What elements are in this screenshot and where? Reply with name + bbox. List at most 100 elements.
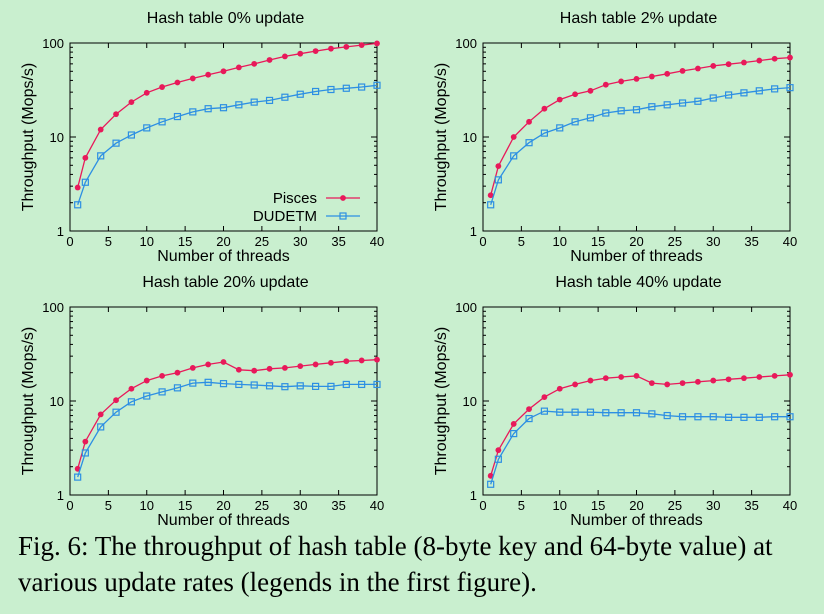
- data-point-dudetm: [571, 118, 579, 126]
- x-tick-label: 15: [178, 234, 192, 249]
- x-tick-label: 30: [706, 234, 720, 249]
- x-tick-label: 15: [591, 498, 605, 513]
- data-point-pisces: [220, 359, 227, 365]
- x-tick-label: 15: [178, 498, 192, 513]
- data-point-dudetm: [540, 407, 549, 415]
- data-point-dudetm: [219, 104, 228, 112]
- data-point-dudetm: [678, 413, 687, 421]
- y-axis-label: Throughput (Mops/s): [20, 63, 37, 212]
- x-tick-label: 40: [783, 234, 797, 249]
- series-line-pisces: [77, 42, 378, 188]
- data-point-dudetm: [709, 413, 717, 421]
- x-tick-label: 20: [629, 234, 643, 249]
- data-point-dudetm: [97, 152, 105, 160]
- y-tick-label: 1: [470, 224, 477, 239]
- data-point-pisces: [572, 91, 578, 98]
- data-point-pisces: [97, 411, 104, 418]
- data-point-pisces: [128, 385, 135, 392]
- data-point-pisces: [159, 372, 166, 379]
- data-point-pisces: [495, 447, 502, 454]
- data-point-pisces: [602, 81, 609, 88]
- data-point-dudetm: [617, 409, 625, 417]
- y-tick-label: 100: [455, 36, 477, 51]
- panel-title: Hash table 20% update: [142, 274, 308, 291]
- plot-frame: [482, 306, 791, 496]
- y-tick-label: 1: [57, 488, 64, 503]
- data-point-pisces: [82, 154, 89, 161]
- data-point-dudetm: [525, 414, 533, 423]
- x-tick-label: 0: [66, 498, 73, 513]
- data-point-pisces: [633, 76, 640, 82]
- x-tick-label: 20: [216, 234, 230, 249]
- data-point-dudetm: [327, 382, 335, 390]
- data-point-dudetm: [112, 139, 120, 147]
- data-point-dudetm: [724, 91, 733, 99]
- data-point-pisces: [282, 364, 288, 371]
- x-axis-label: Number of threads: [570, 248, 703, 265]
- data-point-pisces: [266, 365, 273, 372]
- data-point-dudetm: [312, 382, 320, 390]
- x-tick-label: 35: [744, 498, 758, 513]
- x-axis-label: Number of threads: [157, 248, 290, 265]
- x-tick-label: 0: [66, 234, 73, 249]
- x-tick-label: 30: [293, 498, 307, 513]
- data-point-pisces: [572, 381, 578, 388]
- x-tick-label: 5: [105, 234, 112, 249]
- data-point-dudetm: [189, 108, 197, 116]
- plot-frame: [482, 42, 791, 232]
- data-point-dudetm: [602, 109, 610, 117]
- data-point-pisces: [374, 356, 380, 363]
- data-point-dudetm: [265, 96, 274, 105]
- data-point-dudetm: [556, 408, 564, 416]
- data-point-pisces: [787, 54, 793, 61]
- data-point-pisces: [282, 53, 288, 60]
- data-point-dudetm: [771, 85, 779, 93]
- x-tick-label: 10: [140, 498, 154, 513]
- data-point-dudetm: [586, 114, 595, 122]
- data-point-dudetm: [663, 101, 671, 109]
- data-point-pisces: [97, 126, 104, 133]
- data-point-dudetm: [127, 398, 135, 406]
- x-axis-label: Number of threads: [157, 512, 290, 529]
- y-tick-label: 100: [455, 300, 477, 315]
- x-tick-label: 30: [706, 498, 720, 513]
- data-point-pisces: [235, 64, 242, 71]
- legend-marker: [340, 195, 346, 201]
- x-tick-label: 25: [668, 498, 682, 513]
- data-point-dudetm: [755, 87, 763, 95]
- x-tick-label: 0: [479, 234, 486, 249]
- series-line-pisces: [490, 374, 791, 476]
- data-point-pisces: [312, 48, 319, 55]
- data-point-pisces: [695, 65, 701, 72]
- data-point-pisces: [602, 375, 609, 382]
- data-point-pisces: [297, 50, 304, 57]
- y-axis-label: Throughput (Mops/s): [433, 63, 450, 212]
- y-tick-label: 1: [57, 224, 64, 239]
- x-tick-label: 5: [518, 498, 525, 513]
- data-point-dudetm: [540, 129, 549, 137]
- x-axis-label: Number of threads: [570, 512, 703, 529]
- data-point-dudetm: [312, 87, 320, 96]
- data-point-pisces: [143, 89, 150, 96]
- data-point-pisces: [587, 377, 594, 384]
- panel-title: Hash table 2% update: [560, 10, 718, 27]
- data-point-dudetm: [74, 201, 82, 209]
- figure-caption: Fig. 6: The throughput of hash table (8-…: [18, 531, 773, 597]
- data-point-pisces: [358, 357, 365, 364]
- data-point-pisces: [328, 45, 334, 52]
- series-line-pisces: [77, 359, 378, 469]
- legend-marker: [339, 212, 347, 220]
- data-point-dudetm: [740, 89, 748, 97]
- data-point-pisces: [374, 40, 380, 47]
- data-point-dudetm: [632, 409, 641, 417]
- series-line-dudetm: [77, 381, 377, 478]
- data-point-pisces: [526, 406, 532, 413]
- data-point-dudetm: [487, 201, 495, 209]
- data-point-dudetm: [342, 84, 350, 92]
- data-point-pisces: [487, 192, 494, 199]
- data-point-dudetm: [219, 380, 228, 388]
- data-point-dudetm: [694, 413, 702, 421]
- data-point-dudetm: [235, 101, 243, 109]
- y-axis-label: Throughput (Mops/s): [433, 327, 450, 476]
